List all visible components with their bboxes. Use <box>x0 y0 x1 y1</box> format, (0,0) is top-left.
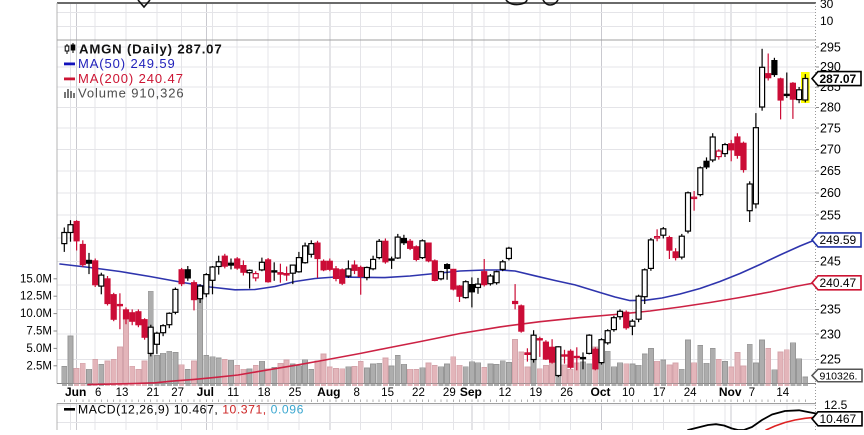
svg-text:26: 26 <box>560 387 573 399</box>
svg-text:260: 260 <box>820 186 841 200</box>
svg-text:22: 22 <box>412 387 425 399</box>
svg-text:295: 295 <box>820 40 841 54</box>
svg-text:MA(50) 249.59: MA(50) 249.59 <box>78 56 176 71</box>
svg-text:230: 230 <box>820 327 841 341</box>
svg-text:Nov: Nov <box>719 385 742 399</box>
svg-text:Jul: Jul <box>197 385 214 399</box>
svg-text:225: 225 <box>820 353 841 367</box>
svg-text:7: 7 <box>749 387 755 399</box>
svg-text:14: 14 <box>776 387 789 399</box>
svg-text:19: 19 <box>529 387 542 399</box>
svg-text:10: 10 <box>820 14 834 28</box>
svg-text:245: 245 <box>820 255 841 269</box>
svg-text:10: 10 <box>622 387 635 399</box>
svg-text:15: 15 <box>381 387 394 399</box>
svg-text:8: 8 <box>353 387 359 399</box>
svg-text:15.0M: 15.0M <box>20 273 52 285</box>
svg-text:30: 30 <box>820 0 834 11</box>
svg-text:12.5: 12.5 <box>824 398 848 412</box>
svg-text:12.5M: 12.5M <box>20 291 52 303</box>
svg-text:10.0M: 10.0M <box>20 308 52 320</box>
svg-text:25: 25 <box>289 387 302 399</box>
svg-text:Volume 910,326: Volume 910,326 <box>78 86 185 101</box>
svg-text:11: 11 <box>227 387 239 399</box>
svg-text:AMGN (Daily) 287.07: AMGN (Daily) 287.07 <box>79 42 222 57</box>
svg-text:2.5M: 2.5M <box>26 360 52 372</box>
svg-text:18: 18 <box>258 387 271 399</box>
svg-text:287.07: 287.07 <box>820 72 857 86</box>
svg-text:Sep: Sep <box>460 385 482 399</box>
svg-text:27: 27 <box>171 387 184 399</box>
svg-text:910326.: 910326. <box>820 371 858 383</box>
svg-text:Jun: Jun <box>65 385 86 399</box>
svg-text:17: 17 <box>653 387 666 399</box>
svg-text:Aug: Aug <box>317 385 340 399</box>
svg-text:29: 29 <box>443 387 456 399</box>
svg-text:255: 255 <box>820 208 841 222</box>
svg-text:235: 235 <box>820 303 841 317</box>
svg-text:13: 13 <box>116 387 129 399</box>
svg-text:280: 280 <box>820 101 841 115</box>
svg-text:290: 290 <box>820 60 841 74</box>
svg-text:5.0M: 5.0M <box>26 343 52 355</box>
svg-text:249.59: 249.59 <box>820 233 857 247</box>
svg-text:240.47: 240.47 <box>820 276 857 290</box>
svg-text:21: 21 <box>147 387 160 399</box>
svg-text:10.467: 10.467 <box>820 412 857 426</box>
svg-text:24: 24 <box>684 387 697 399</box>
svg-text:12: 12 <box>499 387 512 399</box>
svg-text:275: 275 <box>820 121 841 135</box>
svg-text:MACD(12,26,9) 10.467, 10.371,: MACD(12,26,9) 10.467, 10.371, 0.096 <box>78 403 304 417</box>
svg-text:Oct: Oct <box>591 385 611 399</box>
svg-text:270: 270 <box>820 142 841 156</box>
svg-text:6: 6 <box>95 387 101 399</box>
svg-text:265: 265 <box>820 164 841 178</box>
svg-text:7.5M: 7.5M <box>26 326 52 338</box>
svg-text:MA(200) 240.47: MA(200) 240.47 <box>78 71 184 86</box>
